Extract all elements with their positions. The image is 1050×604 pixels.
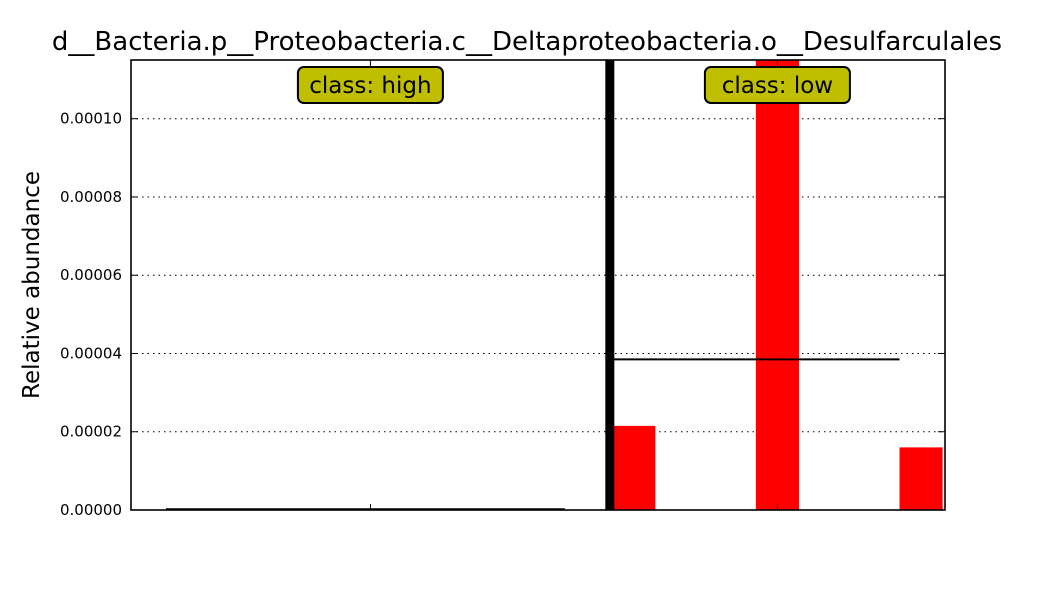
y-tick-label: 0.00002 <box>60 423 122 441</box>
data-bar <box>612 425 656 510</box>
class-label-box <box>703 66 851 104</box>
data-bar <box>899 447 943 510</box>
class-label-box <box>296 66 444 104</box>
y-tick-label: 0.00006 <box>60 266 122 284</box>
data-bar <box>755 60 799 510</box>
y-tick-label: 0.00008 <box>60 188 122 206</box>
plot-frame <box>130 59 946 511</box>
class-label: class: high <box>309 73 431 99</box>
y-tick-label: 0.00000 <box>60 501 122 519</box>
chart-title: d__Bacteria.p__Proteobacteria.c__Deltapr… <box>52 27 1002 57</box>
y-axis-label: Relative abundance <box>19 171 45 399</box>
y-tick-label: 0.00010 <box>60 110 122 128</box>
bar-layer <box>612 60 943 510</box>
y-tick-label: 0.00004 <box>60 344 122 362</box>
tick-layer: 0.00000 0.00002 0.00004 0.00006 0.00008 0.000… <box>60 60 945 519</box>
class-label-layer: class: high class: low <box>296 66 851 104</box>
mean-layer <box>166 358 900 510</box>
class-label: class: low <box>722 73 833 99</box>
grid-layer <box>131 118 945 433</box>
